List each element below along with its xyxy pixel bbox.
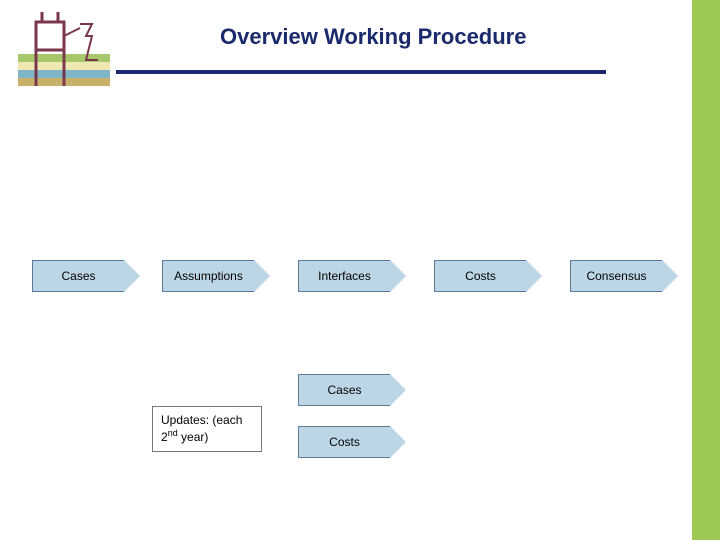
chevron-label: Assumptions (162, 260, 254, 292)
page-title: Overview Working Procedure (220, 24, 526, 50)
chevron-consensus: Consensus (570, 260, 678, 292)
title-underline (116, 70, 606, 74)
chevron-label: Costs (434, 260, 526, 292)
accent-bar (692, 0, 720, 540)
chevron-interfaces: Interfaces (298, 260, 406, 292)
chevron-label: Cases (32, 260, 124, 292)
logo-icon (18, 10, 110, 88)
chevron-cases: Cases (298, 374, 406, 406)
chevron-label: Cases (298, 374, 390, 406)
chevron-costs: Costs (298, 426, 406, 458)
chevron-cases: Cases (32, 260, 140, 292)
chevron-assumptions: Assumptions (162, 260, 270, 292)
chevron-label: Consensus (570, 260, 662, 292)
chevron-label: Interfaces (298, 260, 390, 292)
chevron-costs: Costs (434, 260, 542, 292)
updates-note: Updates: (each 2nd year) (152, 406, 262, 452)
chevron-label: Costs (298, 426, 390, 458)
